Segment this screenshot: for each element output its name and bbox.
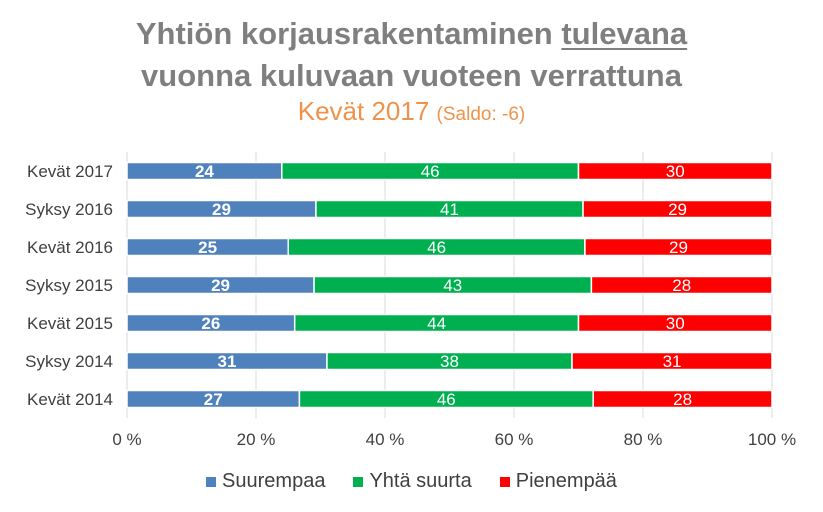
category-label: Kevät 2016 [27, 238, 113, 257]
legend-label: Pienempää [515, 470, 617, 492]
data-label: 28 [673, 390, 692, 409]
title-underlined-word: tulevana [561, 16, 688, 51]
x-tick-label: 60 % [495, 430, 534, 449]
data-label: 31 [218, 352, 237, 371]
subtitle-saldo: (Saldo: -6) [436, 104, 526, 125]
bar-segment [584, 237, 773, 257]
data-label: 31 [663, 352, 682, 371]
legend-swatch [353, 476, 364, 487]
data-label: 41 [440, 200, 459, 219]
data-label: 26 [201, 314, 220, 333]
legend-swatch [206, 476, 217, 487]
data-label: 29 [212, 200, 231, 219]
data-label: 25 [198, 238, 217, 257]
chart-title-line1: Yhtiön korjausrakentaminen tulevana [0, 16, 823, 52]
data-label: 30 [666, 162, 685, 181]
data-label: 38 [440, 352, 459, 371]
category-label: Kevät 2014 [27, 390, 113, 409]
data-label: 46 [437, 390, 456, 409]
bar-segment [590, 275, 773, 295]
bar-segment [571, 351, 773, 371]
legend-item: Yhtä suurta [353, 470, 472, 493]
data-label: 29 [669, 238, 688, 257]
category-label: Syksy 2016 [25, 200, 113, 219]
x-tick-label: 80 % [624, 430, 663, 449]
data-label: 46 [427, 238, 446, 257]
data-label: 29 [668, 200, 687, 219]
legend-label: Yhtä suurta [369, 470, 472, 492]
data-label: 30 [666, 314, 685, 333]
category-label: Syksy 2014 [25, 352, 113, 371]
legend-label: Suurempaa [222, 470, 326, 492]
data-label: 44 [427, 314, 446, 333]
bar-segment [577, 161, 773, 181]
title-part: Yhtiön korjausrakentaminen [135, 16, 562, 51]
data-label: 46 [421, 162, 440, 181]
subtitle-main: Kevät 2017 [297, 96, 430, 126]
x-tick-label: 40 % [366, 430, 405, 449]
bar-segment [592, 389, 773, 409]
data-label: 28 [672, 276, 691, 295]
bar-segment [582, 199, 773, 219]
x-tick-label: 0 % [112, 430, 141, 449]
category-label: Syksy 2015 [25, 276, 113, 295]
category-label: Kevät 2015 [27, 314, 113, 333]
legend-item: Pienempää [499, 470, 617, 493]
x-tick-label: 20 % [237, 430, 276, 449]
legend-item: Suurempaa [206, 470, 325, 493]
data-label: 43 [443, 276, 462, 295]
data-label: 24 [195, 162, 214, 181]
stacked-bar-chart: 0 % 20 % 40 % 60 % 80 % 100 % Kevät 2017 24 46 30… [25, 152, 796, 449]
category-label: Kevät 2017 [27, 162, 113, 181]
data-label: 29 [211, 276, 230, 295]
chart-legend: Suurempaa Yhtä suurta Pienempää [0, 470, 823, 493]
chart-subtitle: Kevät 2017 (Saldo: -6) [0, 96, 823, 130]
bar-segment [577, 313, 773, 333]
x-tick-label: 100 % [748, 430, 796, 449]
data-label: 27 [204, 390, 223, 409]
chart-title-line2: vuonna kuluvaan vuoteen verrattuna [141, 58, 682, 93]
legend-swatch [499, 476, 510, 487]
